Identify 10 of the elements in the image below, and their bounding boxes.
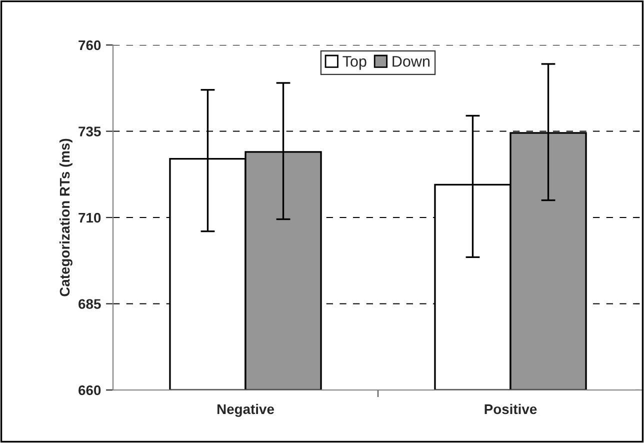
x-tick-label: Positive <box>484 404 537 414</box>
y-tick-label: 685 <box>78 299 101 309</box>
y-tick-label: 735 <box>78 126 101 136</box>
x-tick-label: Negative <box>217 404 274 417</box>
y-tick-label: 660 <box>78 385 101 396</box>
legend-label: Top <box>342 56 366 70</box>
y-axis-title: Categorization RTs (ms) <box>59 138 72 296</box>
legend-label: Down <box>392 56 430 67</box>
y-tick-label: 710 <box>78 212 101 223</box>
y-tick-label: 760 <box>78 40 101 50</box>
